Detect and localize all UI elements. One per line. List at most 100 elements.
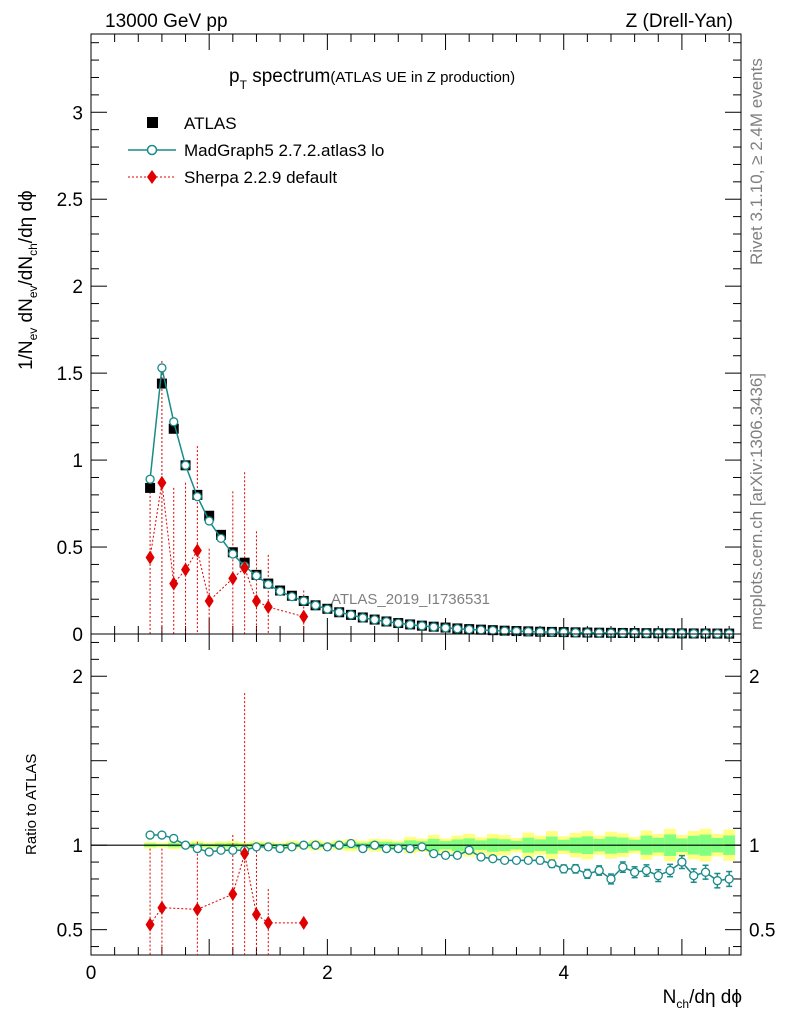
madgraph-ratio-point [559,864,569,874]
x-tick-label: 0 [86,963,97,984]
madgraph-point [618,628,628,638]
madgraph-point [287,591,297,602]
madgraph-point [393,618,403,628]
madgraph-ratio-point [228,845,238,855]
madgraph-ratio-point [180,840,191,850]
madgraph-ratio-point [570,864,581,874]
madgraph-point [180,460,191,470]
madgraph-point [169,417,179,427]
watermark-analysis-id: ATLAS_2019_I1736531 [331,591,490,608]
y-tick-label-main: 0.5 [57,538,83,559]
y-tick-label-ratio-right: 0.5 [749,921,775,942]
madgraph-ratio-point [641,865,652,876]
madgraph-ratio-point [464,845,474,855]
x-axis-label: Nch/dη dϕ [663,987,742,1011]
atlas-point [204,510,215,521]
sherpa-point [181,562,191,577]
madgraph-ratio-point [358,843,368,854]
madgraph-point [641,628,652,638]
sherpa-point [299,609,309,624]
madgraph-ratio-point [523,855,533,866]
madgraph-ratio-point [287,842,297,852]
legend-sherpa-label: Sherpa 2.2.9 default [184,168,337,187]
madgraph-point [594,628,604,638]
madgraph-ratio-point [511,855,522,866]
madgraph-ratio-point [346,838,356,849]
y-tick-label-main: 2.5 [57,190,83,211]
madgraph-ratio-point [452,850,463,860]
madgraph-ratio-point [618,862,628,872]
sherpa-ratio-line [149,853,304,925]
legend-madgraph-label: MadGraph5 2.7.2.atlas3 lo [184,141,384,160]
main-panel: 0 0.5 1 1.5 2 2.5 3 [57,33,742,646]
madgraph-ratio-point [157,830,167,840]
y-tick-label-main: 3 [72,103,83,124]
y-axis-label-top: 1/Nev dNev/dNch/dη dϕ [16,190,40,370]
madgraph-ratio-point [417,842,427,852]
madgraph-ratio-point [393,843,403,854]
legend-madgraph-marker [146,144,158,156]
madgraph-point [476,625,486,635]
legend-atlas-marker [147,117,158,128]
sherpa-point [263,600,273,615]
madgraph-point [452,624,463,634]
madgraph-point [488,625,498,636]
madgraph-point [251,571,262,581]
madgraph-point [157,363,167,373]
x-tick-label: 2 [322,963,333,984]
y-tick-label-ratio: 2 [72,667,83,688]
madgraph-point [464,624,474,635]
madgraph-point [228,549,238,559]
sherpa-ratio-point [299,915,309,930]
legend-atlas-label: ATLAS [184,114,237,133]
madgraph-ratio-point [216,845,226,855]
madgraph-point [346,610,356,620]
madgraph-ratio-point [322,842,333,852]
madgraph-ratio-point [665,865,675,876]
sherpa-ratio-point [157,900,167,915]
madgraph-ratio-point [582,869,593,879]
madgraph-ratio-point [547,859,557,869]
madgraph-point [417,621,427,631]
madgraph-ratio-point [310,840,321,850]
madgraph-ratio-point [712,876,723,886]
sherpa-point [169,576,179,591]
plot-title: pT spectrum(ATLAS UE in Z production) [229,66,515,92]
side-label-mcplots: mcplots.cern.ch [arXiv:1306.3436] [747,373,766,630]
madgraph-point [275,586,285,597]
x-tick-label: 4 [558,963,569,984]
side-label-rivet: Rivet 3.1.10, ≥ 2.4M events [747,58,766,265]
madgraph-ratio-point [499,855,510,866]
madgraph-ratio-point [263,842,273,852]
atlas-point [156,378,167,389]
sherpa-point [204,593,214,608]
madgraph-ratio-point [689,870,699,881]
y-tick-label-ratio: 0.5 [57,921,83,942]
madgraph-ratio-point [204,847,214,857]
y-tick-label-main: 2 [72,277,83,298]
madgraph-point [192,491,203,502]
madgraph-point [440,623,451,633]
sherpa-ratio-point [228,887,238,902]
madgraph-ratio-point [594,865,604,876]
sherpa-point [251,593,261,608]
sherpa-point [228,571,238,586]
ratio-frame [90,633,742,956]
madgraph-ratio-point [653,870,663,881]
madgraph-ratio-point [429,848,439,859]
madgraph-ratio-point [381,843,392,854]
madgraph-ratio-point [488,854,498,864]
madgraph-ratio-point [535,855,545,866]
sherpa-point [240,560,250,575]
sherpa-point [192,543,202,558]
madgraph-ratio-point [606,874,616,884]
sherpa-ratio-point [145,917,155,932]
madgraph-ratio-point [192,843,203,854]
madgraph-point [358,613,368,623]
y-tick-label-ratio-right: 2 [749,667,760,688]
madgraph-ratio-point [334,840,344,850]
legend-sherpa-marker [147,170,157,184]
ratio-panel: 0 2 4 0.5 0.5 1 1 2 2 [57,633,775,984]
madgraph-point [204,516,214,526]
